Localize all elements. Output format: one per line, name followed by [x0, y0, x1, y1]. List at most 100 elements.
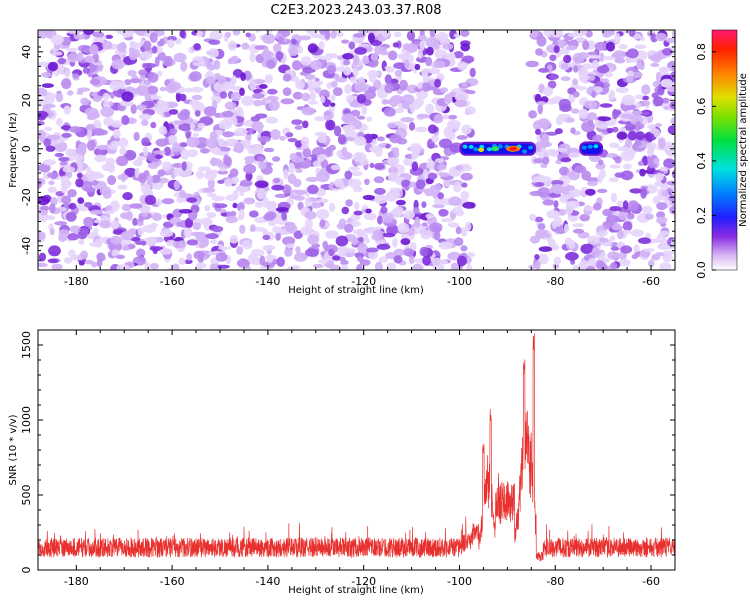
- heatmap-cell: [367, 70, 380, 78]
- heatmap-cell: [656, 216, 668, 225]
- heatmap-cell: [136, 221, 145, 227]
- heatmap-cell: [356, 264, 363, 270]
- heatmap-cell: [266, 30, 273, 33]
- heatmap-cell: [68, 202, 77, 210]
- heatmap-cell: [204, 204, 211, 212]
- heatmap-cell: [130, 42, 142, 49]
- heatmap-cell: [60, 78, 72, 90]
- x-tick-label: -160: [160, 275, 185, 288]
- heatmap-cell: [38, 252, 47, 262]
- heatmap-cell: [460, 245, 468, 252]
- heatmap-cell: [308, 100, 318, 105]
- heatmap-cell: [66, 47, 78, 53]
- heatmap-cell: [535, 128, 542, 135]
- heatmap-cell: [318, 40, 325, 50]
- heatmap-cell: [89, 171, 103, 180]
- heatmap-cell: [618, 43, 628, 50]
- heatmap-cell: [265, 211, 277, 220]
- heatmap-cell: [250, 224, 256, 232]
- heatmap-cell: [653, 157, 660, 163]
- heatmap-cell: [611, 126, 619, 133]
- heatmap-cell: [628, 30, 636, 37]
- heatmap-cell: [254, 180, 269, 188]
- heatmap-cell: [403, 248, 415, 257]
- heatmap-cell: [259, 84, 268, 89]
- heatmap-cell: [40, 205, 51, 211]
- heatmap-cell: [344, 223, 354, 233]
- heatmap-cell: [61, 132, 72, 138]
- heatmap-cell: [151, 45, 158, 54]
- heatmap-cell: [609, 262, 618, 270]
- heatmap-cell: [288, 47, 299, 57]
- heatmap-cell: [333, 125, 342, 137]
- heatmap-cell: [90, 92, 98, 97]
- heatmap-cell: [316, 171, 330, 183]
- colorbar-tick-label: 0.4: [695, 152, 708, 170]
- heatmap-cell: [241, 240, 253, 250]
- heatmap-cell: [578, 108, 589, 120]
- x-tick-label: -100: [447, 275, 472, 288]
- heatmap-cell: [151, 213, 163, 221]
- heatmap-cell: [661, 190, 669, 197]
- heatmap-cell: [465, 221, 472, 232]
- heatmap-cell: [341, 39, 350, 44]
- heatmap-cell: [612, 108, 619, 120]
- heatmap-cell: [447, 119, 461, 130]
- heatmap-cell: [352, 54, 360, 66]
- heatmap-cell: [314, 86, 322, 94]
- heatmap-cell: [298, 35, 312, 41]
- heatmap-cell: [94, 238, 103, 248]
- heatmap-cell: [545, 131, 558, 136]
- heatmap-cell: [266, 59, 276, 70]
- heatmap-cell: [393, 62, 407, 70]
- heatmap-cell: [572, 228, 585, 234]
- heatmap-cell: [335, 235, 349, 247]
- heatmap-cell: [142, 145, 149, 157]
- heatmap-cell: [420, 229, 432, 240]
- heatmap-cell: [648, 163, 658, 168]
- heatmap-cell: [667, 125, 675, 135]
- heatmap-cell: [102, 40, 113, 50]
- heatmap-cell: [394, 108, 405, 114]
- heatmap-cell: [376, 243, 391, 250]
- heatmap-cell: [62, 166, 76, 173]
- heatmap-cell: [189, 71, 202, 82]
- heatmap-cell: [537, 223, 546, 231]
- heatmap-cell: [389, 134, 402, 144]
- heatmap-cell: [412, 263, 424, 270]
- heatmap-cell: [641, 95, 650, 101]
- heatmap-cell: [291, 60, 302, 71]
- heatmap-cell: [440, 259, 448, 265]
- heatmap-cell: [253, 99, 263, 107]
- heatmap-cell: [557, 147, 568, 152]
- heatmap-cell: [272, 226, 282, 234]
- heatmap-cell: [386, 262, 396, 270]
- heatmap-cell: [149, 263, 159, 270]
- heatmap-cell: [608, 177, 619, 183]
- heatmap-cell: [209, 262, 221, 270]
- heatmap-cell: [161, 161, 172, 172]
- heatmap-cell: [60, 186, 68, 194]
- heatmap-cell: [211, 225, 224, 233]
- heatmap-cell: [572, 223, 584, 228]
- heatmap-cell: [43, 103, 56, 109]
- heatmap-cell: [128, 47, 135, 54]
- heatmap-cell: [324, 30, 331, 40]
- heatmap-cell: [354, 47, 367, 55]
- heatmap-cell: [619, 127, 627, 133]
- heatmap-cell: [363, 90, 377, 100]
- heatmap-cell: [179, 30, 185, 38]
- heatmap-cell: [210, 239, 217, 244]
- heatmap-cell: [300, 56, 312, 66]
- heatmap-cell: [454, 91, 469, 103]
- heatmap-cell: [139, 113, 152, 120]
- heatmap-cell: [425, 56, 433, 67]
- heatmap-cell: [222, 131, 235, 138]
- heatmap-cell: [304, 248, 319, 257]
- colorbar-tick-label: 0.6: [695, 98, 708, 116]
- heatmap-cell: [147, 162, 159, 169]
- heatmap-cell: [239, 182, 252, 187]
- heatmap-cell: [447, 222, 459, 228]
- heatmap-cell: [460, 30, 470, 37]
- heatmap-cell: [622, 163, 632, 170]
